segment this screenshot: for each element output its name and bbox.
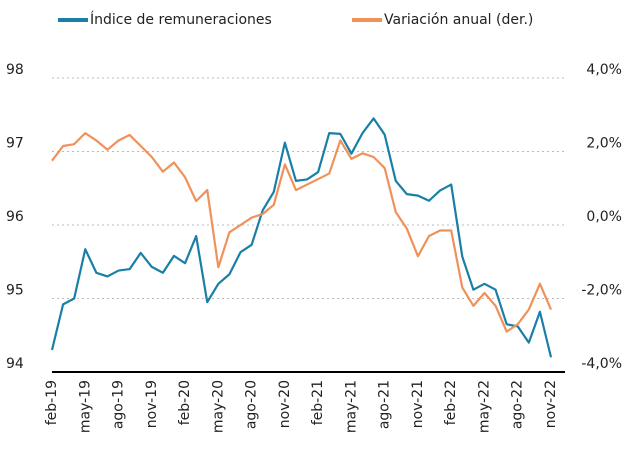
y2-tick-label: 2,0% [586, 136, 622, 152]
y-tick-label: 95 [6, 283, 24, 299]
y-tick-label: 97 [6, 136, 24, 152]
x-tick-label: nov-21 [410, 380, 426, 428]
x-tick-label: ago-19 [111, 380, 127, 429]
x-tick-label: ago-20 [244, 380, 260, 429]
x-tick-label: feb-21 [310, 380, 326, 425]
y-tick-label: 94 [6, 356, 24, 372]
x-tick-label: feb-20 [177, 380, 193, 425]
x-tick-label: nov-19 [144, 380, 160, 428]
y-tick-label: 98 [6, 62, 24, 78]
x-tick-label: may-22 [476, 380, 492, 433]
data-line [51, 132, 553, 333]
x-tick-label: may-21 [343, 380, 359, 433]
x-tick-label: ago-22 [510, 380, 526, 429]
y2-tick-label: -4,0% [581, 356, 622, 372]
y-tick-label: 96 [6, 209, 24, 225]
x-tick-label: nov-22 [543, 380, 559, 428]
y2-tick-label: -2,0% [581, 283, 622, 299]
x-tick-label: nov-20 [277, 380, 293, 428]
y2-tick-label: 4,0% [586, 62, 622, 78]
x-tick-label: may-20 [210, 380, 226, 433]
data-line [50, 117, 553, 358]
x-tick-label: feb-22 [443, 380, 459, 425]
x-tick-label: ago-21 [377, 380, 393, 429]
y2-tick-label: 0,0% [586, 209, 622, 225]
legend-label: Variación anual (der.) [384, 12, 533, 28]
x-tick-label: may-19 [77, 380, 93, 433]
x-tick-label: feb-19 [44, 380, 60, 425]
legend-label: Índice de remuneraciones [90, 11, 272, 28]
